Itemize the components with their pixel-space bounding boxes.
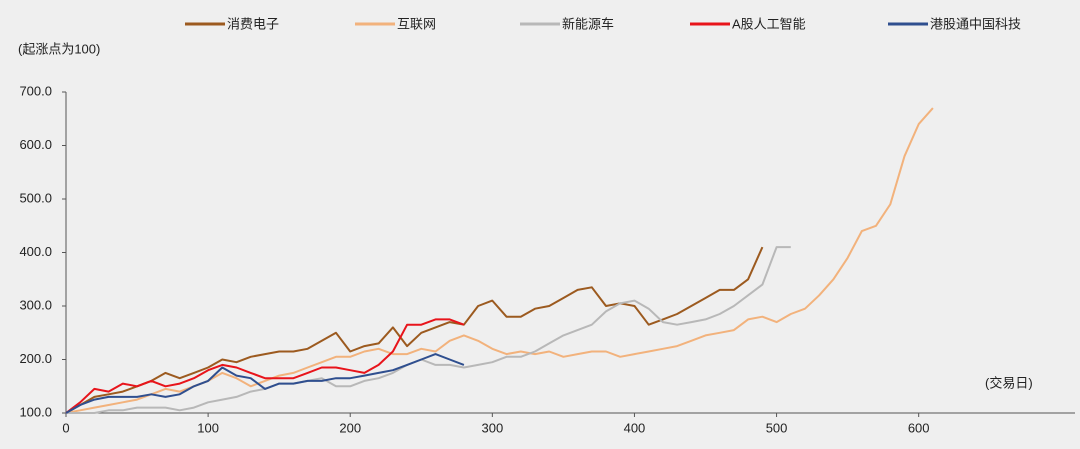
x-tick-label: 100 — [197, 420, 219, 435]
x-tick-label: 300 — [481, 420, 503, 435]
y-tick-label: 100.0 — [19, 404, 52, 419]
legend-label: 港股通中国科技 — [930, 16, 1021, 31]
legend-label: 互联网 — [397, 16, 436, 31]
x-tick-label: 500 — [766, 420, 788, 435]
y-tick-label: 700.0 — [19, 83, 52, 98]
x-tick-label: 200 — [339, 420, 361, 435]
y-tick-label: 600.0 — [19, 137, 52, 152]
series-line — [65, 246, 764, 414]
x-tick-label: 600 — [908, 420, 930, 435]
y-tick-label: 300.0 — [19, 297, 52, 312]
y-tick-label: 200.0 — [19, 351, 52, 366]
legend-label: 新能源车 — [562, 16, 614, 31]
x-axis-label: (交易日) — [985, 375, 1033, 390]
series-line — [65, 318, 465, 414]
legend-label: 消费电子 — [227, 16, 279, 31]
y-axis-label: (起涨点为100) — [18, 41, 100, 56]
legend-label: A股人工智能 — [732, 16, 806, 31]
series-line — [66, 246, 791, 414]
x-tick-label: 400 — [624, 420, 646, 435]
series-line — [65, 107, 934, 414]
series-line — [65, 353, 465, 414]
y-tick-label: 400.0 — [19, 244, 52, 259]
x-tick-label: 0 — [62, 420, 69, 435]
y-tick-label: 500.0 — [19, 190, 52, 205]
